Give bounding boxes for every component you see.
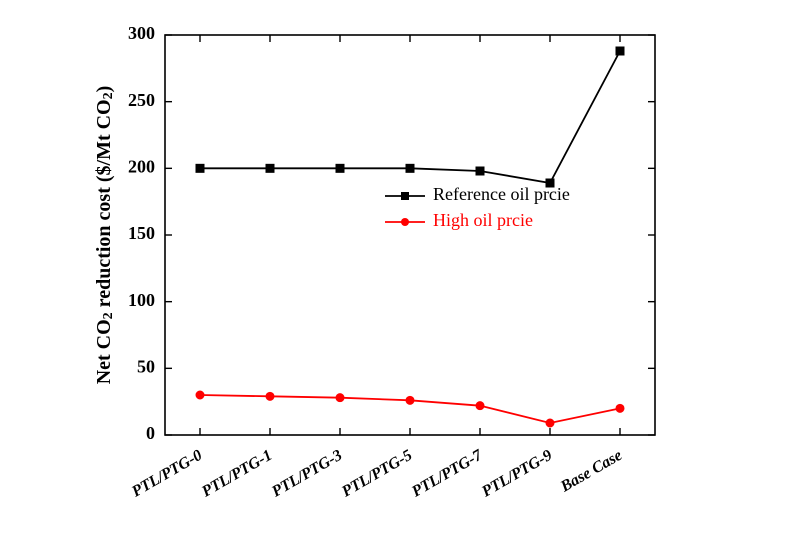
svg-text:250: 250 xyxy=(128,90,155,110)
svg-text:150: 150 xyxy=(128,223,155,243)
svg-text:0: 0 xyxy=(146,423,155,443)
svg-text:Reference oil prcie: Reference oil prcie xyxy=(433,184,570,204)
svg-text:High oil prcie: High oil prcie xyxy=(433,210,533,230)
svg-text:50: 50 xyxy=(137,356,155,376)
line-chart: 050100150200250300PTL/PTG-0PTL/PTG-1PTL/… xyxy=(0,0,800,552)
chart-container: 050100150200250300PTL/PTG-0PTL/PTG-1PTL/… xyxy=(0,0,800,552)
svg-text:100: 100 xyxy=(128,290,155,310)
svg-text:200: 200 xyxy=(128,156,155,176)
svg-text:300: 300 xyxy=(128,23,155,43)
svg-text:Net CO2 reduction cost ($/Mt C: Net CO2 reduction cost ($/Mt CO2) xyxy=(93,86,116,385)
